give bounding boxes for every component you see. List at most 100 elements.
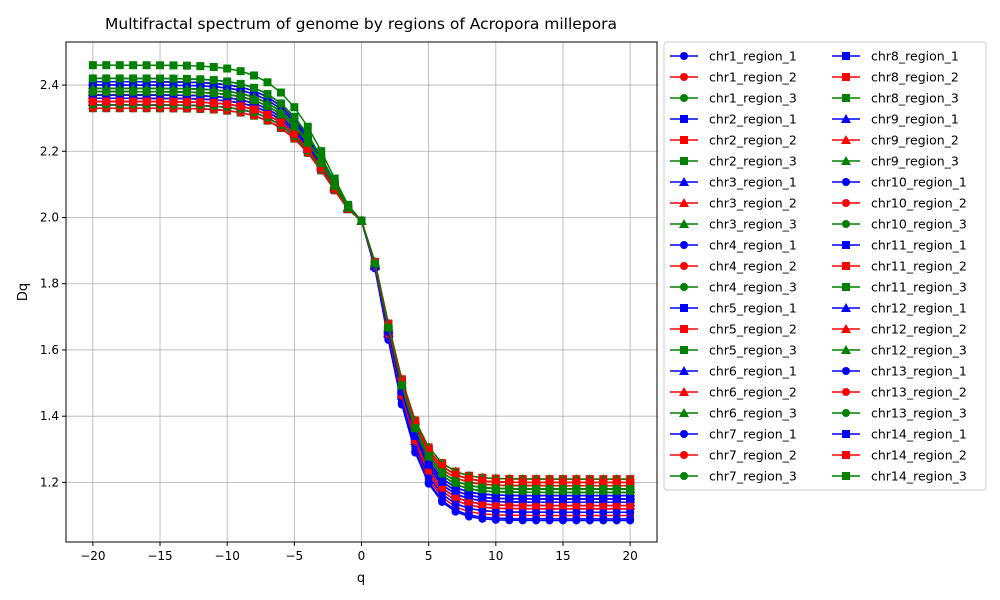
legend-entry: chr9_region_1 <box>832 112 959 127</box>
data-point <box>558 478 567 487</box>
legend-marker <box>680 94 688 102</box>
data-point <box>464 497 473 506</box>
data-point <box>303 130 312 139</box>
data-point <box>290 112 299 121</box>
legend-entry: chr8_region_3 <box>832 91 959 106</box>
data-point <box>182 88 191 97</box>
data-point <box>88 97 97 106</box>
legend-label: chr4_region_3 <box>709 280 797 295</box>
data-point <box>491 514 500 523</box>
data-point <box>263 78 272 87</box>
data-point <box>303 138 312 147</box>
data-point <box>129 61 138 70</box>
legend-label: chr5_region_3 <box>709 343 797 358</box>
legend-label: chr3_region_1 <box>709 175 797 190</box>
legend-entry: chr2_region_2 <box>670 133 797 148</box>
legend-marker <box>842 199 850 207</box>
legend-label: chr2_region_1 <box>709 112 797 127</box>
legend-marker <box>841 114 851 123</box>
legend-marker <box>841 324 851 333</box>
data-point <box>102 97 111 106</box>
x-tick-label: 10 <box>488 549 503 563</box>
grid-lines <box>66 42 657 542</box>
data-point <box>505 507 514 516</box>
data-point <box>317 163 326 172</box>
legend-marker <box>680 157 688 165</box>
legend-entry: chr7_region_1 <box>670 427 797 442</box>
legend-label: chr5_region_2 <box>709 322 797 337</box>
legend-label: chr14_region_2 <box>871 448 967 463</box>
y-tick-label: 2.0 <box>40 210 59 224</box>
legend-label: chr14_region_3 <box>871 469 967 484</box>
legend-label: chr8_region_3 <box>871 91 959 106</box>
legend-marker <box>679 219 689 228</box>
data-point <box>612 478 621 487</box>
data-point <box>424 446 433 455</box>
data-point <box>330 181 339 190</box>
data-point <box>518 494 527 503</box>
legend-marker <box>842 451 850 459</box>
legend-label: chr10_region_1 <box>871 175 967 190</box>
legend-marker <box>841 156 851 165</box>
data-point <box>572 514 581 523</box>
legend-marker <box>680 136 688 144</box>
data-point <box>599 514 608 523</box>
legend-entry: chr4_region_2 <box>670 259 797 274</box>
data-point <box>491 507 500 516</box>
legend-label: chr3_region_2 <box>709 196 797 211</box>
legend-label: chr6_region_3 <box>709 406 797 421</box>
data-point <box>129 87 138 96</box>
legend-label: chr13_region_2 <box>871 385 967 400</box>
data-point <box>572 485 581 494</box>
legend-label: chr14_region_1 <box>871 427 967 442</box>
legend-entry: chr10_region_3 <box>832 217 967 232</box>
x-axis-ticks: −20 −15 −10 −5 0 5 10 15 20 <box>80 542 638 563</box>
x-tick-label: −10 <box>215 549 240 563</box>
data-point <box>411 431 420 440</box>
data-point <box>491 477 500 486</box>
legend-marker <box>680 241 688 249</box>
legend-label: chr12_region_3 <box>871 343 967 358</box>
legend-label: chr13_region_3 <box>871 406 967 421</box>
legend-entry: chr5_region_1 <box>670 301 797 316</box>
legend-label: chr7_region_2 <box>709 448 797 463</box>
legend-marker <box>680 304 688 312</box>
data-point <box>518 484 527 493</box>
series-chr14_region_3 <box>88 87 635 494</box>
legend-label: chr6_region_1 <box>709 364 797 379</box>
data-point <box>558 494 567 503</box>
data-point <box>182 97 191 106</box>
data-point <box>478 506 487 515</box>
data-point <box>317 158 326 167</box>
data-point <box>585 485 594 494</box>
x-tick-label: −15 <box>147 549 172 563</box>
legend-marker <box>842 52 850 60</box>
data-point <box>626 501 635 510</box>
data-point <box>491 500 500 509</box>
data-point <box>478 476 487 485</box>
data-point <box>397 381 406 390</box>
data-point <box>317 147 326 156</box>
data-point <box>102 61 111 70</box>
data-point <box>505 514 514 523</box>
legend-entry: chr6_region_2 <box>670 385 797 400</box>
legend-marker <box>842 241 850 249</box>
data-point <box>290 122 299 131</box>
data-point <box>424 460 433 469</box>
legend-marker <box>680 451 688 459</box>
data-point <box>88 74 97 83</box>
data-point <box>532 484 541 493</box>
legend-label: chr9_region_3 <box>871 154 959 169</box>
data-point <box>250 71 259 80</box>
data-point <box>505 501 514 510</box>
data-point <box>129 97 138 106</box>
legend-entry: chr14_region_2 <box>832 448 967 463</box>
legend-label: chr2_region_2 <box>709 133 797 148</box>
data-point <box>505 494 514 503</box>
data-point <box>464 504 473 513</box>
legend-entry: chr13_region_2 <box>832 385 967 400</box>
y-axis-label: Dq <box>16 283 31 301</box>
legend-marker <box>680 346 688 354</box>
data-point <box>572 478 581 487</box>
chart-title: Multifractal spectrum of genome by regio… <box>105 15 617 33</box>
